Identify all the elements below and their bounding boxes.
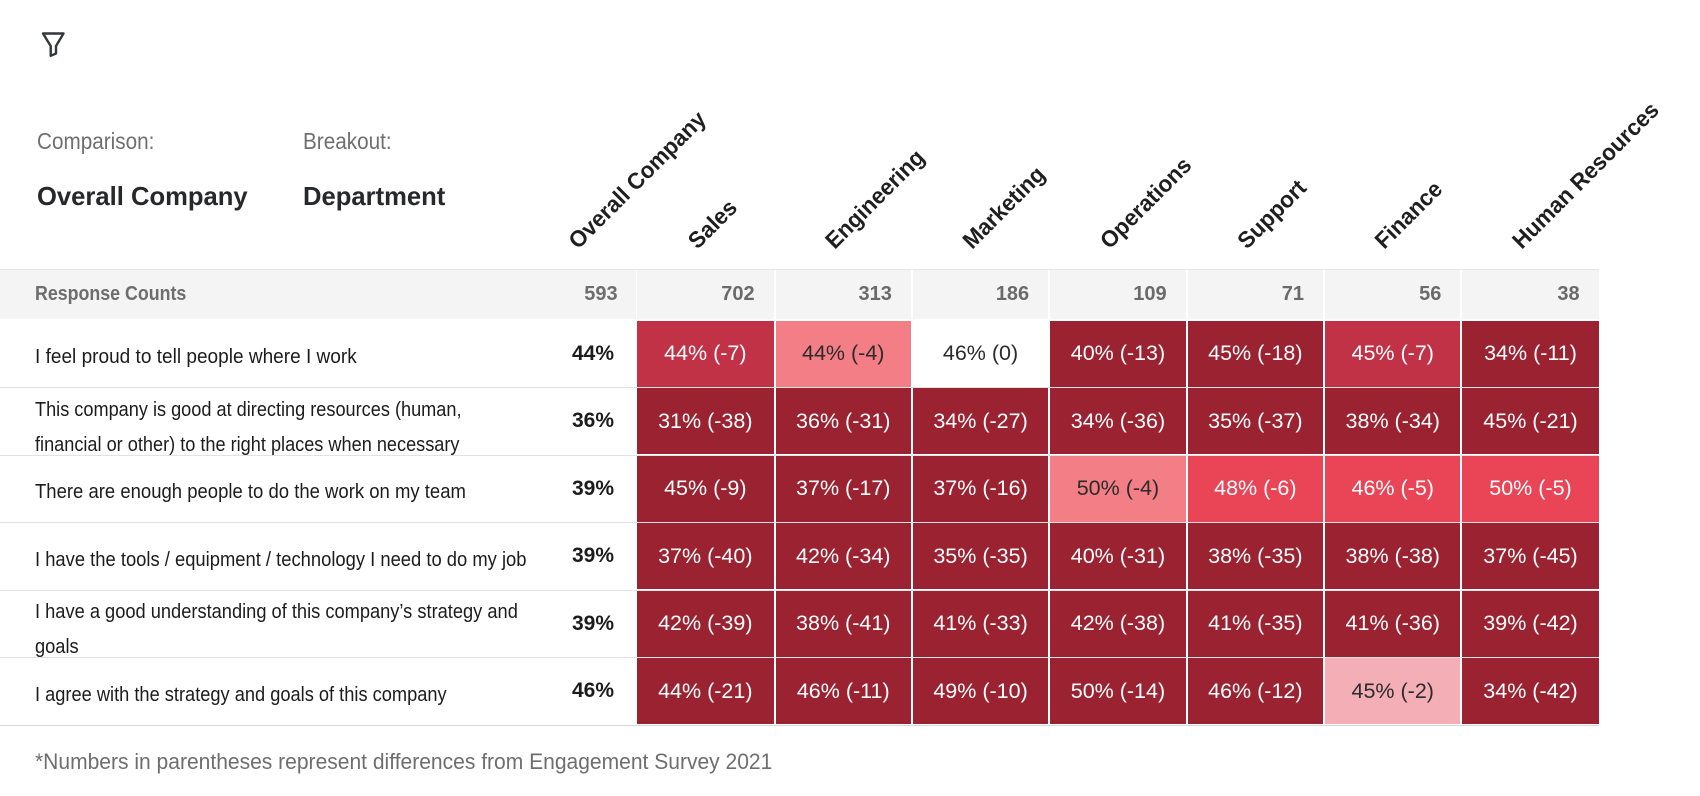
svg-text:Operations: Operations <box>1095 152 1197 254</box>
svg-text:Sales: Sales <box>683 194 742 253</box>
svg-text:Support: Support <box>1232 174 1311 253</box>
svg-text:Finance: Finance <box>1369 176 1447 254</box>
svg-text:Engineering: Engineering <box>820 144 930 254</box>
svg-text:Marketing: Marketing <box>957 161 1050 254</box>
svg-text:Human Resources: Human Resources <box>1507 97 1664 254</box>
